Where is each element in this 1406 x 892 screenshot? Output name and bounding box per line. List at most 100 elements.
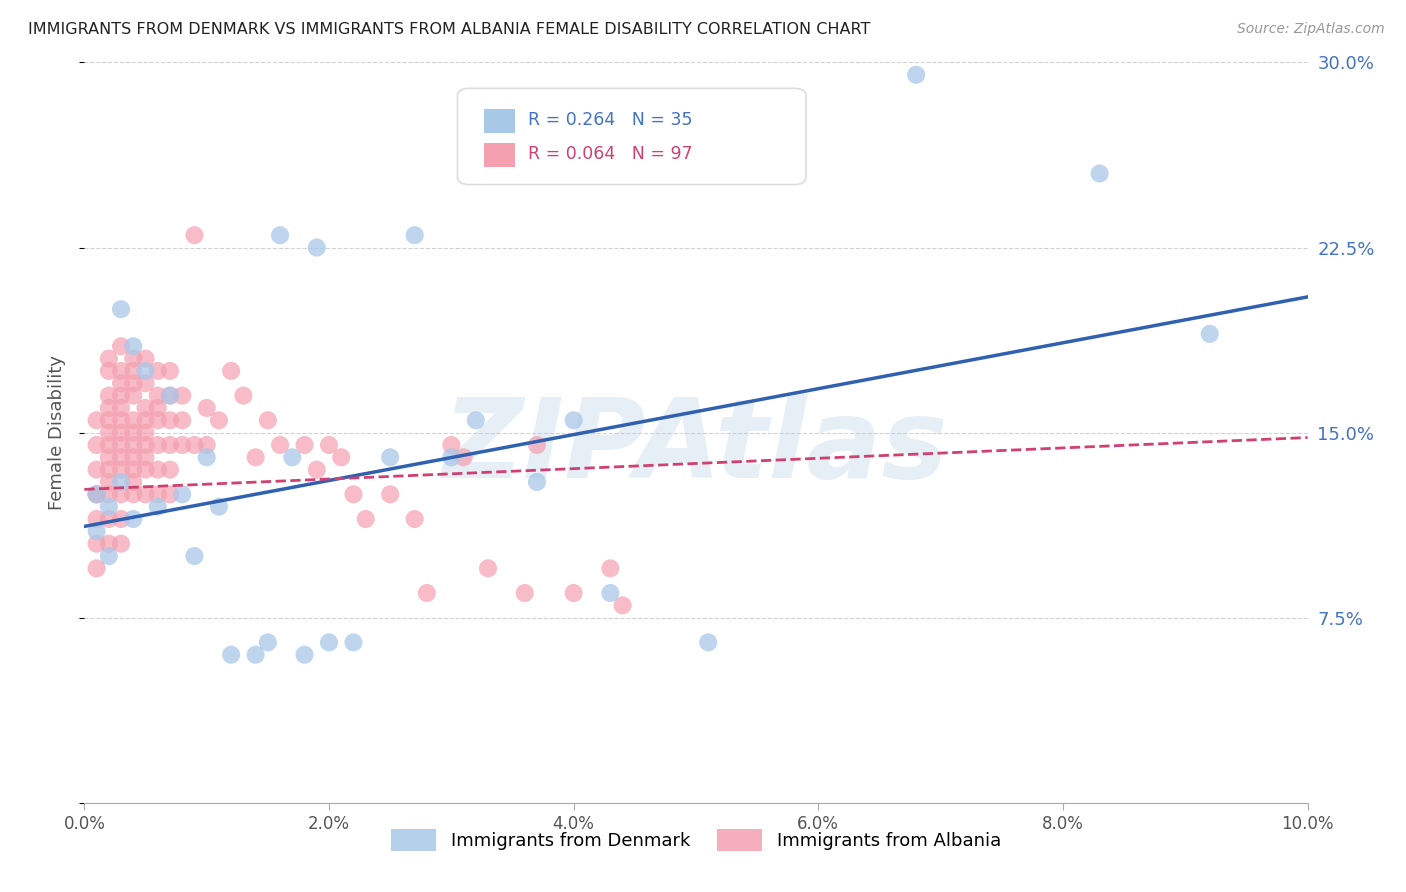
Point xyxy=(1198,326,1220,341)
Point xyxy=(122,438,145,452)
Point xyxy=(97,413,120,427)
Point xyxy=(110,512,132,526)
Point xyxy=(97,438,120,452)
Point xyxy=(86,487,108,501)
Point xyxy=(86,536,108,550)
Point xyxy=(86,561,108,575)
Point xyxy=(122,388,145,402)
Point xyxy=(146,401,169,415)
Point xyxy=(110,536,132,550)
Point xyxy=(97,388,120,402)
Point xyxy=(159,388,181,402)
Point xyxy=(110,339,132,353)
Point xyxy=(86,462,108,476)
Point xyxy=(599,561,621,575)
Point xyxy=(122,475,145,489)
Point xyxy=(110,438,132,452)
Point xyxy=(110,462,132,476)
Text: ZIPAtlas: ZIPAtlas xyxy=(443,394,949,501)
Point xyxy=(305,462,328,476)
Point xyxy=(110,388,132,402)
Point xyxy=(146,500,169,514)
Y-axis label: Female Disability: Female Disability xyxy=(48,355,66,510)
Point xyxy=(122,512,145,526)
Point xyxy=(159,487,181,501)
Point xyxy=(172,413,194,427)
Point xyxy=(183,549,205,563)
Point xyxy=(195,450,218,465)
Point xyxy=(135,413,157,427)
Point xyxy=(195,401,218,415)
Point xyxy=(146,438,169,452)
Point xyxy=(183,438,205,452)
Point xyxy=(183,228,205,243)
Point xyxy=(219,364,242,378)
Point xyxy=(122,487,145,501)
Point xyxy=(294,648,316,662)
Point xyxy=(380,450,402,465)
Point xyxy=(122,351,145,366)
Point xyxy=(330,450,353,465)
Point xyxy=(208,413,231,427)
Legend: Immigrants from Denmark, Immigrants from Albania: Immigrants from Denmark, Immigrants from… xyxy=(382,821,1010,861)
Point xyxy=(97,450,120,465)
Point xyxy=(440,450,463,465)
Point xyxy=(172,487,194,501)
Point xyxy=(110,376,132,391)
Point xyxy=(159,462,181,476)
Point xyxy=(513,586,536,600)
Point xyxy=(110,487,132,501)
Point xyxy=(562,413,585,427)
Point xyxy=(97,536,120,550)
Point xyxy=(110,425,132,440)
Point xyxy=(97,425,120,440)
Point xyxy=(110,450,132,465)
Point xyxy=(135,351,157,366)
Point xyxy=(453,450,475,465)
Point xyxy=(440,438,463,452)
Point xyxy=(905,68,928,82)
Point xyxy=(86,487,108,501)
Text: Source: ZipAtlas.com: Source: ZipAtlas.com xyxy=(1237,22,1385,37)
Point xyxy=(159,438,181,452)
Point xyxy=(146,462,169,476)
Point xyxy=(135,364,157,378)
Point xyxy=(97,512,120,526)
Point xyxy=(1088,166,1111,180)
Point xyxy=(404,512,426,526)
Point xyxy=(110,475,132,489)
Point xyxy=(219,648,242,662)
Point xyxy=(110,302,132,317)
Point xyxy=(135,487,157,501)
Point xyxy=(562,586,585,600)
Point xyxy=(122,339,145,353)
Point xyxy=(110,364,132,378)
Point xyxy=(342,635,364,649)
Point xyxy=(86,512,108,526)
Point xyxy=(135,438,157,452)
Point xyxy=(257,413,280,427)
Point xyxy=(159,388,181,402)
Point xyxy=(318,438,340,452)
Point xyxy=(97,351,120,366)
Point xyxy=(354,512,377,526)
Point xyxy=(110,401,132,415)
Point xyxy=(526,475,548,489)
Point xyxy=(159,413,181,427)
Point xyxy=(135,450,157,465)
Point xyxy=(599,586,621,600)
Point xyxy=(464,413,486,427)
Point xyxy=(245,450,267,465)
Point xyxy=(97,487,120,501)
Point xyxy=(612,599,634,613)
Point xyxy=(146,388,169,402)
Point xyxy=(86,413,108,427)
Point xyxy=(281,450,304,465)
Point xyxy=(269,228,291,243)
Text: IMMIGRANTS FROM DENMARK VS IMMIGRANTS FROM ALBANIA FEMALE DISABILITY CORRELATION: IMMIGRANTS FROM DENMARK VS IMMIGRANTS FR… xyxy=(28,22,870,37)
Point xyxy=(86,438,108,452)
Point xyxy=(97,549,120,563)
Point xyxy=(294,438,316,452)
Point xyxy=(526,438,548,452)
Point xyxy=(195,438,218,452)
